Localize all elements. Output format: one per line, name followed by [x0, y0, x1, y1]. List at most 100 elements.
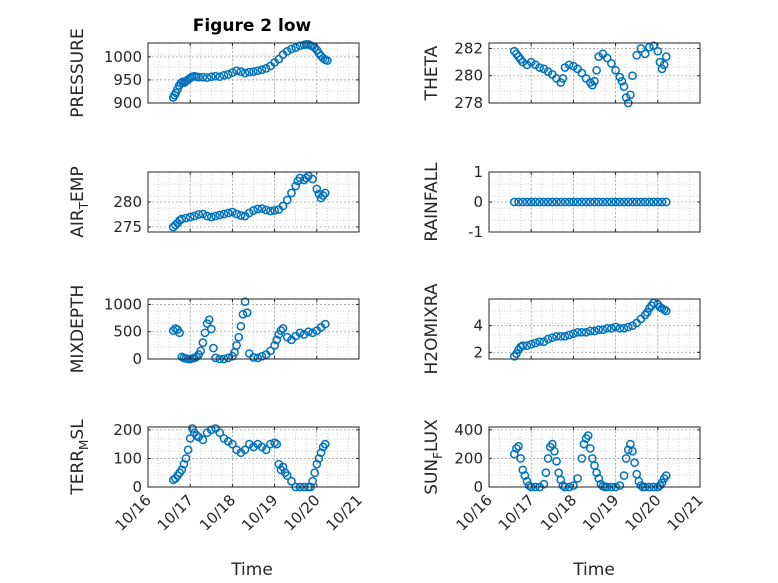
data-point	[569, 329, 578, 339]
data-point	[177, 214, 187, 224]
data-point	[564, 197, 574, 207]
data-point	[219, 209, 229, 219]
data-point	[590, 326, 599, 336]
y-tick-label: 0	[473, 193, 483, 211]
data-point	[223, 353, 233, 363]
data-point	[257, 65, 267, 75]
data-point	[550, 446, 559, 456]
data-point	[236, 211, 246, 220]
subplot-sun-flux: 0 200 400 SUNFLUX 10/1610/1710/1810/1910/201…	[422, 419, 707, 535]
data-point	[179, 459, 189, 469]
data-point	[560, 197, 570, 207]
data-point	[619, 82, 629, 91]
data-point	[181, 213, 191, 223]
y-tick-label: 1000	[104, 295, 142, 313]
y-tick-label: 278	[454, 94, 483, 112]
data-point	[535, 197, 544, 207]
data-point	[661, 197, 671, 207]
data-point	[206, 212, 216, 222]
data-point	[661, 471, 671, 480]
data-point	[232, 341, 241, 350]
data-point	[617, 76, 627, 86]
data-point	[198, 209, 208, 219]
data-point	[211, 211, 220, 221]
data-point	[579, 439, 589, 449]
data-point	[320, 439, 330, 449]
data-point	[318, 191, 328, 200]
data-point	[556, 78, 566, 87]
data-point	[206, 324, 216, 334]
data-point	[312, 459, 322, 469]
y-axis-label: THETA	[422, 45, 442, 101]
subplot-mixdepth: 0 500 1000 MIXDEPTH	[68, 285, 360, 373]
data-point	[238, 309, 248, 319]
data-point	[564, 60, 574, 70]
data-point	[232, 66, 241, 76]
data-point	[270, 206, 279, 215]
data-point	[176, 78, 186, 88]
data-point	[198, 435, 208, 445]
data-point	[242, 308, 252, 317]
data-point	[261, 64, 271, 73]
data-point	[200, 328, 210, 338]
data-point	[552, 197, 561, 207]
data-point	[543, 334, 553, 344]
data-point	[278, 324, 288, 333]
data-point	[636, 44, 646, 53]
data-point	[659, 60, 669, 70]
data-point	[204, 315, 214, 325]
data-point	[602, 53, 612, 63]
subplot-air-temp: 275 280 AIRTEMP	[68, 166, 360, 238]
data-point	[577, 327, 587, 337]
data-point	[512, 444, 521, 453]
data-point	[266, 439, 275, 449]
y-tick-label: 275	[113, 218, 142, 236]
y-axis-label: TERRMSL	[68, 419, 91, 496]
data-point	[585, 326, 595, 336]
data-point	[577, 197, 587, 207]
data-point	[232, 209, 241, 219]
data-point	[228, 207, 237, 217]
data-point	[202, 211, 212, 221]
data-point	[661, 306, 671, 316]
y-tick-label: 0	[132, 478, 142, 496]
data-point	[181, 454, 191, 463]
data-point	[206, 72, 216, 82]
data-point	[304, 327, 313, 337]
data-point	[543, 454, 553, 463]
x-tick-label: 10/16	[112, 491, 155, 534]
data-point	[223, 70, 233, 79]
data-point	[295, 173, 305, 183]
data-point	[198, 72, 208, 82]
x-axis-label-right: Time	[572, 560, 615, 580]
data-point	[282, 46, 292, 56]
axes-box	[488, 298, 701, 360]
data-point	[219, 70, 229, 80]
y-axis-label: SUNFLUX	[422, 419, 445, 495]
data-point	[228, 68, 237, 77]
data-point	[628, 71, 637, 81]
data-point	[282, 471, 292, 480]
data-point	[569, 197, 578, 207]
x-tick-label: 10/17	[495, 491, 538, 534]
data-point	[615, 72, 625, 82]
data-point	[535, 337, 544, 347]
data-point	[287, 476, 296, 486]
y-tick-label: 100	[113, 449, 142, 467]
data-point	[590, 76, 599, 86]
data-point	[312, 184, 322, 194]
data-point	[585, 444, 595, 453]
y-tick-label: 4	[473, 317, 483, 335]
data-point	[573, 327, 582, 337]
data-point	[615, 481, 625, 490]
data-point	[270, 341, 279, 350]
data-point	[634, 476, 644, 486]
data-point	[598, 197, 608, 207]
data-point	[518, 197, 528, 207]
data-point	[649, 41, 658, 51]
y-tick-label: 900	[113, 94, 142, 112]
y-tick-label: 1000	[104, 48, 142, 66]
data-point	[581, 327, 591, 337]
data-point	[291, 181, 301, 191]
data-point	[257, 351, 267, 361]
